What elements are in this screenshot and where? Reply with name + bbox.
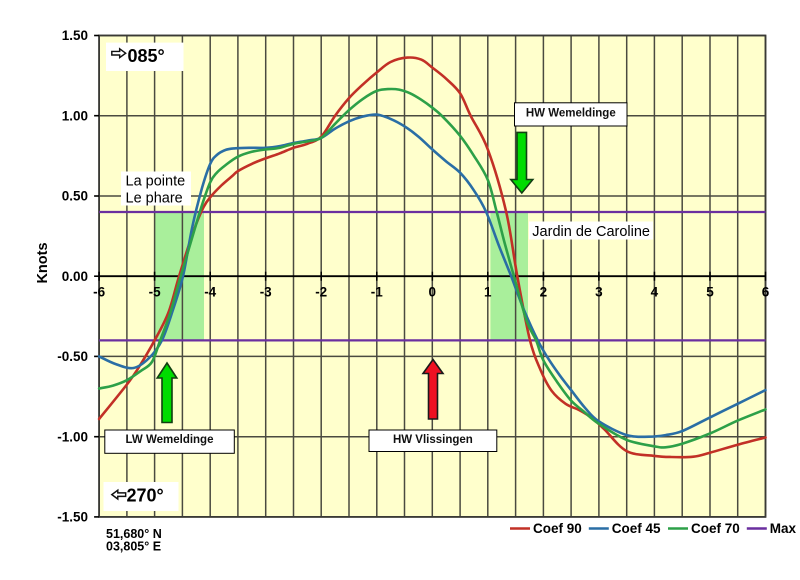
- svg-text:-2: -2: [315, 285, 327, 300]
- svg-text:3: 3: [595, 285, 603, 300]
- svg-text:0.50: 0.50: [62, 189, 88, 204]
- svg-text:HW Wemeldinge: HW Wemeldinge: [526, 107, 616, 119]
- svg-text:Coef 45: Coef 45: [612, 521, 661, 536]
- svg-text:1: 1: [484, 285, 492, 300]
- svg-text:6: 6: [762, 285, 770, 300]
- svg-text:085°: 085°: [128, 46, 165, 66]
- svg-text:1.00: 1.00: [62, 108, 88, 123]
- svg-text:HW Vlissingen: HW Vlissingen: [393, 434, 473, 446]
- svg-text:-3: -3: [260, 285, 272, 300]
- svg-text:-5: -5: [149, 285, 161, 300]
- svg-text:4: 4: [651, 285, 659, 300]
- svg-text:Jardin de Caroline: Jardin de Caroline: [532, 224, 650, 240]
- svg-text:Knots: Knots: [35, 242, 51, 283]
- svg-text:51,680° N: 51,680° N: [106, 527, 162, 541]
- svg-text:Coef 70: Coef 70: [691, 521, 740, 536]
- svg-text:-6: -6: [93, 285, 105, 300]
- svg-text:-1.50: -1.50: [57, 510, 88, 525]
- svg-text:-4: -4: [204, 285, 216, 300]
- svg-text:2: 2: [540, 285, 548, 300]
- svg-text:Le phare: Le phare: [126, 191, 183, 207]
- svg-text:Coef 90: Coef 90: [533, 521, 582, 536]
- svg-text:0.00: 0.00: [62, 269, 88, 284]
- svg-text:La pointe: La pointe: [126, 174, 186, 190]
- svg-text:-1: -1: [371, 285, 383, 300]
- svg-text:-1.00: -1.00: [57, 429, 88, 444]
- svg-text:03,805° E: 03,805° E: [106, 540, 161, 554]
- svg-text:270°: 270°: [127, 486, 164, 506]
- svg-text:1.50: 1.50: [62, 28, 88, 43]
- svg-text:0: 0: [429, 285, 437, 300]
- svg-text:5: 5: [706, 285, 714, 300]
- svg-text:LW Wemeldinge: LW Wemeldinge: [126, 434, 214, 446]
- svg-text:-0.50: -0.50: [57, 349, 88, 364]
- svg-text:Max: Max: [770, 521, 797, 536]
